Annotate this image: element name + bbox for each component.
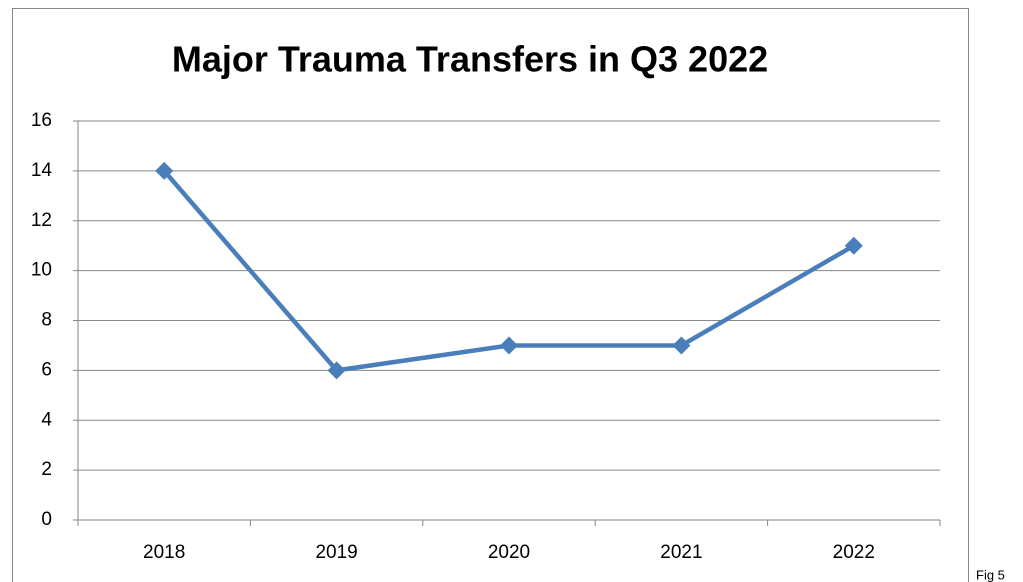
x-tick-label: 2021 [660, 542, 702, 563]
data-point [327, 361, 346, 380]
chart-frame [12, 8, 969, 582]
data-point [500, 336, 518, 355]
data-point [155, 161, 174, 180]
data-point [844, 236, 863, 255]
y-tick-label: 10 [31, 260, 52, 281]
x-tick-label: 2018 [143, 542, 185, 563]
y-tick-label: 4 [41, 409, 52, 430]
y-tick-label: 12 [31, 210, 52, 231]
y-tick-label: 6 [41, 359, 52, 380]
chart-title: Major Trauma Transfers in Q3 2022 [172, 39, 768, 80]
y-tick-label: 16 [31, 110, 52, 131]
x-tick-label: 2020 [488, 542, 530, 563]
y-tick-label: 2 [41, 459, 52, 480]
data-point [672, 336, 691, 355]
y-tick-label: 8 [41, 310, 52, 331]
x-tick-label: 2022 [833, 542, 875, 563]
x-tick-label: 2019 [315, 542, 357, 563]
y-tick-label: 0 [41, 509, 52, 530]
y-tick-label: 14 [31, 160, 53, 181]
figure-label: Fig 5 [976, 567, 1005, 582]
